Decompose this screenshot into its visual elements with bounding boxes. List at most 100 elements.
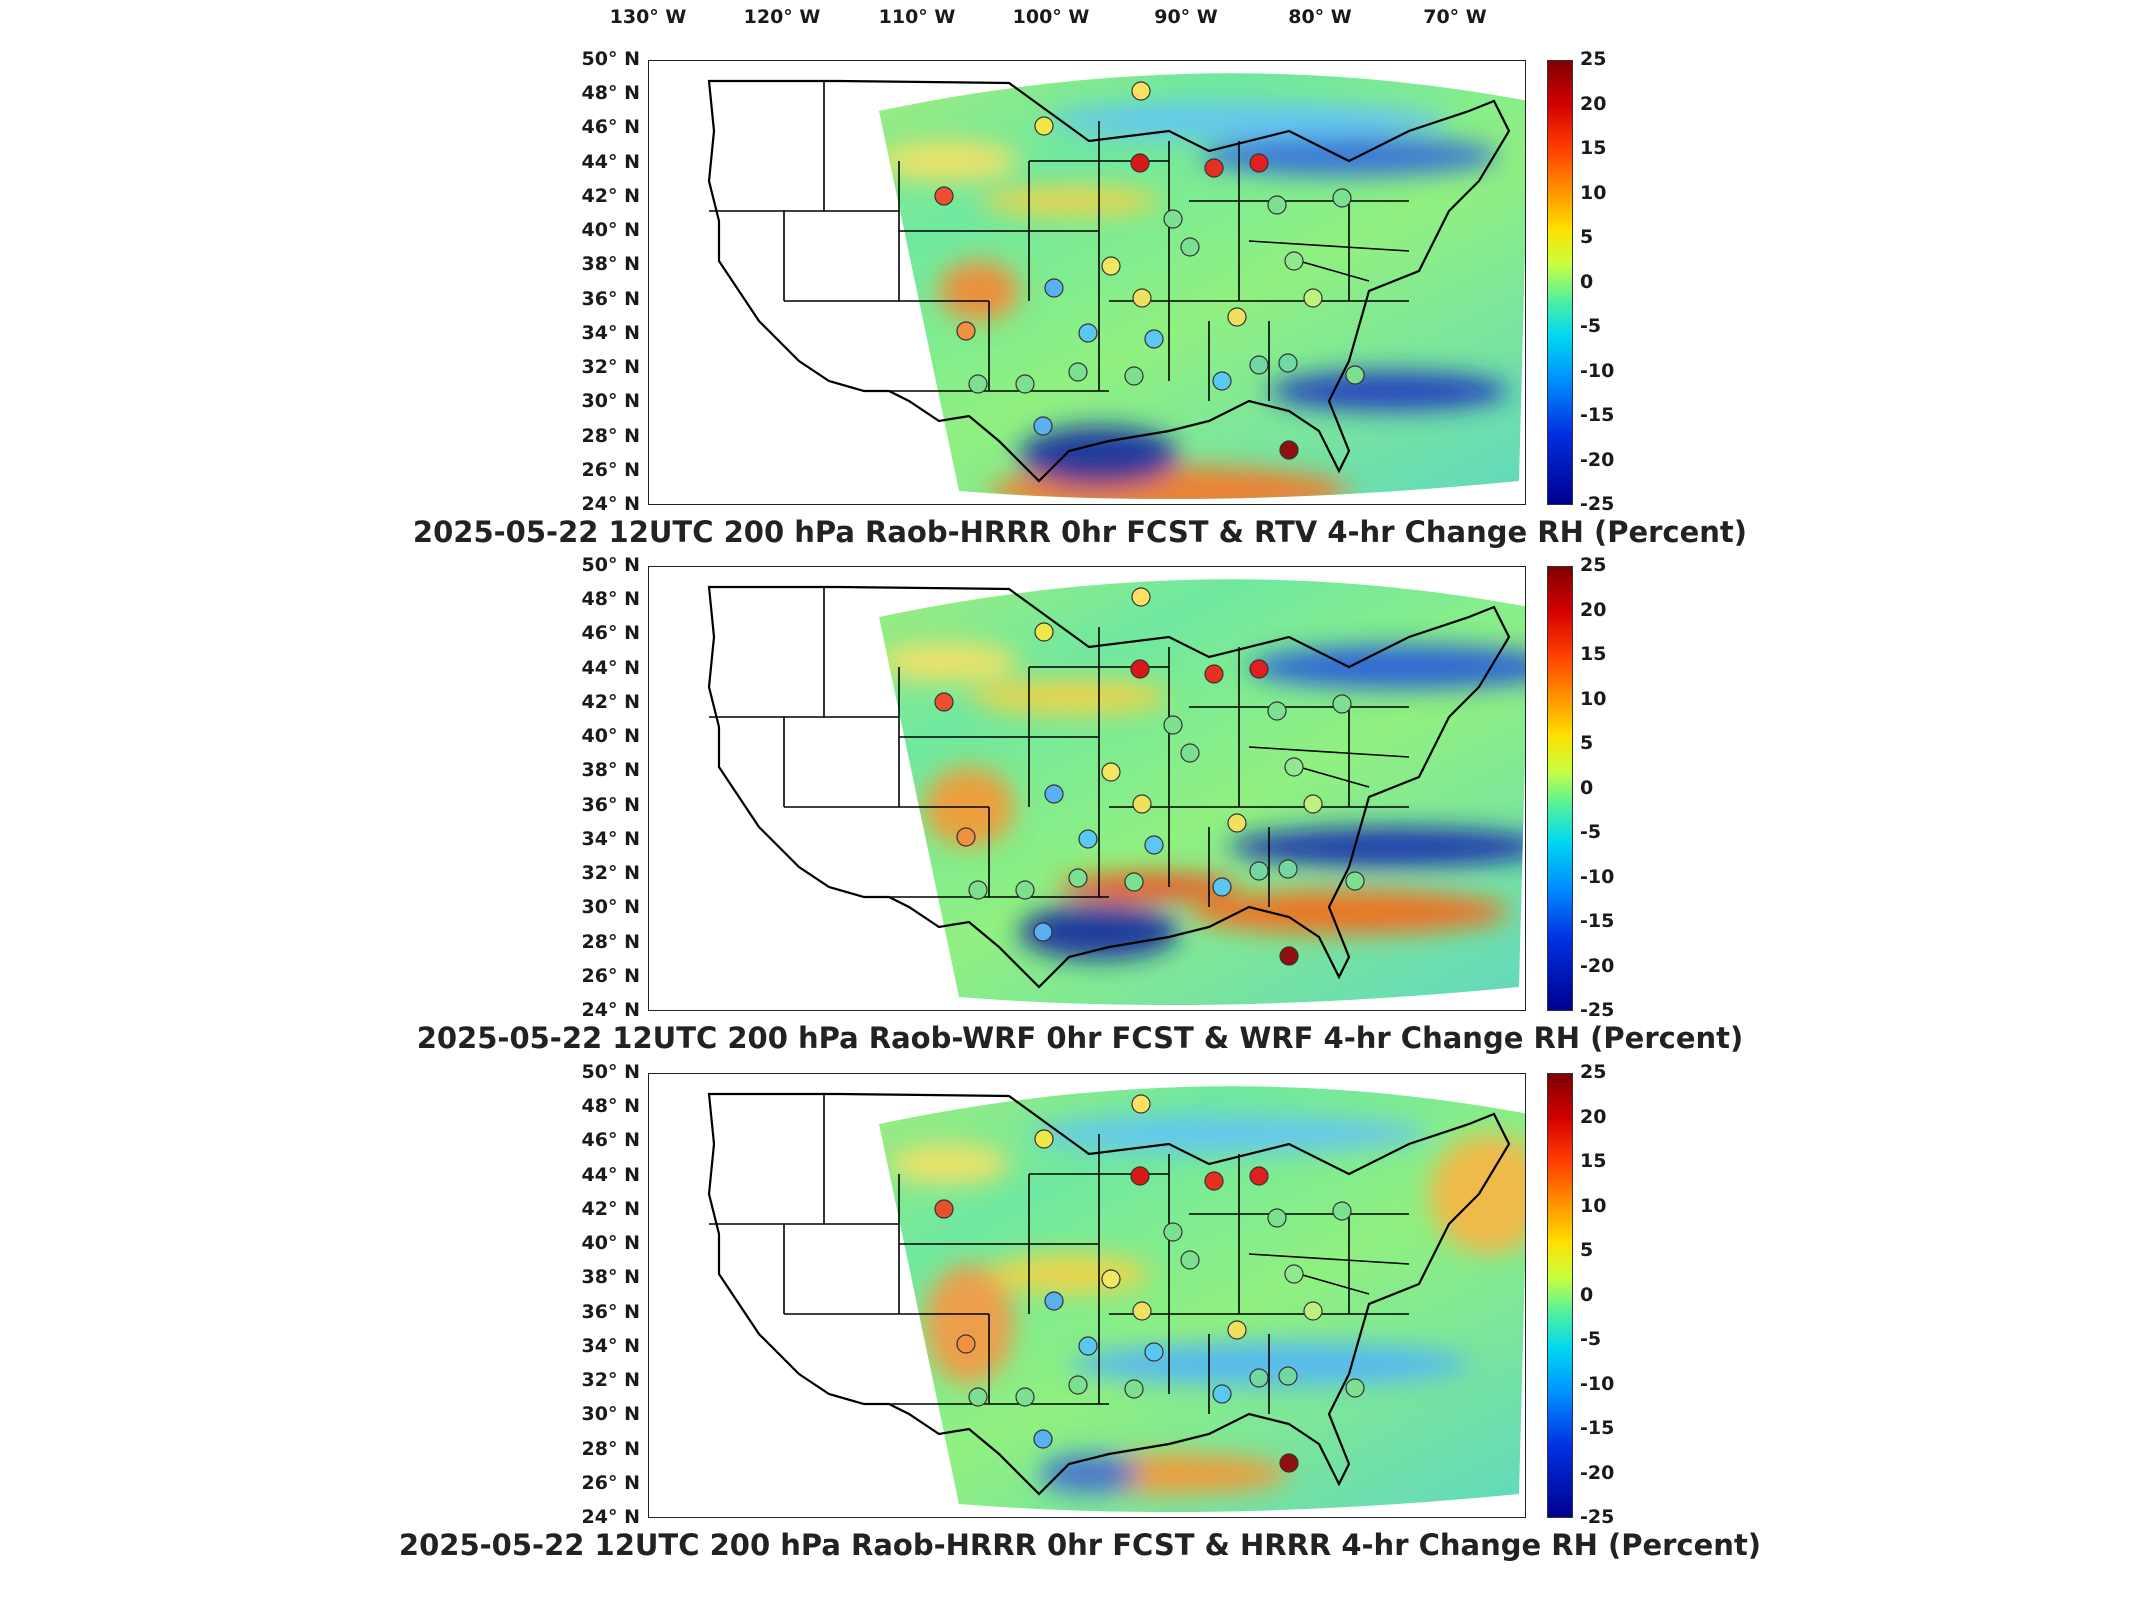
raob-station <box>1204 158 1224 178</box>
raob-station <box>934 186 954 206</box>
colorbar-tick: -5 <box>1580 821 1602 843</box>
colorbar-tick: -25 <box>1580 1506 1615 1528</box>
map-panel <box>648 60 1526 505</box>
latitude-label: 50° N <box>581 554 640 576</box>
latitude-label: 36° N <box>581 288 640 310</box>
latitude-label: 28° N <box>581 425 640 447</box>
raob-station <box>1303 288 1323 308</box>
latitude-label: 46° N <box>581 622 640 644</box>
latitude-label: 42° N <box>581 691 640 713</box>
latitude-label: 50° N <box>581 48 640 70</box>
raob-station <box>1332 1201 1352 1221</box>
colorbar-tick: 15 <box>1580 137 1607 159</box>
map-svg <box>707 579 1525 1006</box>
state-border <box>1248 746 1410 758</box>
raob-station <box>1212 877 1232 897</box>
raob-station <box>1044 784 1064 804</box>
raob-station <box>1345 365 1365 385</box>
longitude-label: 120° W <box>743 6 821 28</box>
longitude-label: 90° W <box>1154 6 1218 28</box>
state-border <box>1298 1273 1370 1295</box>
colorbar-tick: 20 <box>1580 1106 1607 1128</box>
rh-anomaly <box>1199 136 1499 176</box>
raob-station <box>1130 659 1150 679</box>
raob-station <box>1227 1320 1247 1340</box>
colorbar-tick: -15 <box>1580 404 1615 426</box>
colorbar-tick: -10 <box>1580 1373 1615 1395</box>
latitude-label: 46° N <box>581 1129 640 1151</box>
latitude-label: 44° N <box>581 1164 640 1186</box>
rh-anomaly <box>939 261 1019 321</box>
raob-station <box>1131 1094 1151 1114</box>
raob-station <box>968 880 988 900</box>
raob-station <box>1249 355 1269 375</box>
colorbar-tick: 5 <box>1580 226 1594 248</box>
map-svg <box>707 1086 1525 1513</box>
latitude-label: 24° N <box>581 493 640 515</box>
raob-station <box>1163 715 1183 735</box>
raob-station <box>1163 209 1183 229</box>
rh-anomaly <box>889 1144 1009 1184</box>
colorbar-tick: -15 <box>1580 1417 1615 1439</box>
latitude-label: 24° N <box>581 1506 640 1528</box>
raob-station <box>1212 1384 1232 1404</box>
map-panel <box>648 566 1526 1011</box>
colorbar-tick: 25 <box>1580 554 1607 576</box>
coastline <box>707 585 1511 989</box>
latitude-label: 38° N <box>581 253 640 275</box>
raob-station <box>1068 868 1088 888</box>
raob-station <box>1078 829 1098 849</box>
longitude-label: 130° W <box>609 6 687 28</box>
raob-station <box>956 321 976 341</box>
raob-station <box>1033 416 1053 436</box>
rh-anomaly <box>879 141 1019 181</box>
colorbar-tick: -25 <box>1580 999 1615 1021</box>
colorbar-tick: 25 <box>1580 1061 1607 1083</box>
raob-station <box>1101 762 1121 782</box>
longitude-label: 70° W <box>1423 6 1487 28</box>
latitude-label: 44° N <box>581 151 640 173</box>
latitude-label: 40° N <box>581 725 640 747</box>
latitude-label: 38° N <box>581 1266 640 1288</box>
colorbar-tick: 25 <box>1580 48 1607 70</box>
raob-station <box>1303 1301 1323 1321</box>
raob-station <box>1044 278 1064 298</box>
raob-station <box>1204 664 1224 684</box>
raob-station <box>1227 813 1247 833</box>
latitude-label: 42° N <box>581 185 640 207</box>
state-border <box>1298 260 1370 282</box>
raob-station <box>1144 1342 1164 1362</box>
longitude-label: 110° W <box>878 6 956 28</box>
raob-station <box>1279 440 1299 460</box>
rh-anomaly <box>1429 1134 1525 1254</box>
raob-station <box>1267 195 1287 215</box>
raob-station <box>968 374 988 394</box>
state-border <box>1248 240 1410 252</box>
raob-station <box>1078 323 1098 343</box>
colorbar-tick: 0 <box>1580 777 1594 799</box>
colorbar <box>1547 60 1573 505</box>
raob-station <box>1132 794 1152 814</box>
rh-anomaly <box>1029 1116 1429 1152</box>
latitude-label: 26° N <box>581 459 640 481</box>
rh-anomaly <box>1019 904 1179 960</box>
raob-station <box>1284 1264 1304 1284</box>
latitude-label: 34° N <box>581 1335 640 1357</box>
latitude-label: 26° N <box>581 1472 640 1494</box>
raob-station <box>1180 1250 1200 1270</box>
colorbar-tick: 15 <box>1580 1150 1607 1172</box>
colorbar-tick: 10 <box>1580 688 1607 710</box>
latitude-label: 30° N <box>581 1403 640 1425</box>
raob-station <box>1332 694 1352 714</box>
raob-station <box>1132 1301 1152 1321</box>
latitude-label: 28° N <box>581 1438 640 1460</box>
colorbar-tick: -20 <box>1580 955 1615 977</box>
raob-station <box>1279 1453 1299 1473</box>
raob-station <box>1015 374 1035 394</box>
raob-station <box>1332 188 1352 208</box>
latitude-label: 32° N <box>581 1369 640 1391</box>
rh-anomaly <box>879 642 1019 682</box>
colorbar-tick: -15 <box>1580 910 1615 932</box>
coastline <box>707 1092 1511 1496</box>
latitude-label: 36° N <box>581 1301 640 1323</box>
